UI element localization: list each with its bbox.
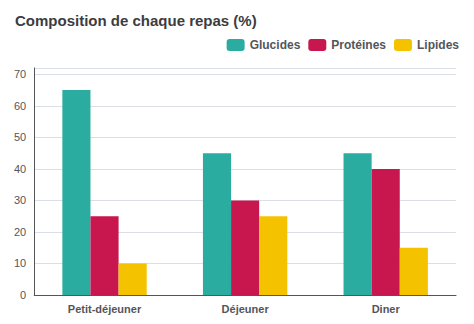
svg-text:20: 20 [14, 226, 26, 238]
svg-text:Glucides: Glucides [250, 38, 301, 52]
svg-text:Petit-déjeuner: Petit-déjeuner [68, 303, 142, 315]
svg-text:Protéines: Protéines [331, 38, 386, 52]
svg-text:Composition de chaque repas (%: Composition de chaque repas (%) [15, 12, 257, 29]
svg-text:60: 60 [14, 100, 26, 112]
svg-text:Déjeuner: Déjeuner [222, 303, 270, 315]
svg-text:Diner: Diner [372, 303, 401, 315]
svg-text:10: 10 [14, 257, 26, 269]
svg-text:50: 50 [14, 131, 26, 143]
svg-text:70: 70 [14, 68, 26, 80]
svg-text:40: 40 [14, 163, 26, 175]
svg-text:0: 0 [20, 289, 26, 301]
svg-text:Lipides: Lipides [417, 38, 459, 52]
svg-text:30: 30 [14, 194, 26, 206]
